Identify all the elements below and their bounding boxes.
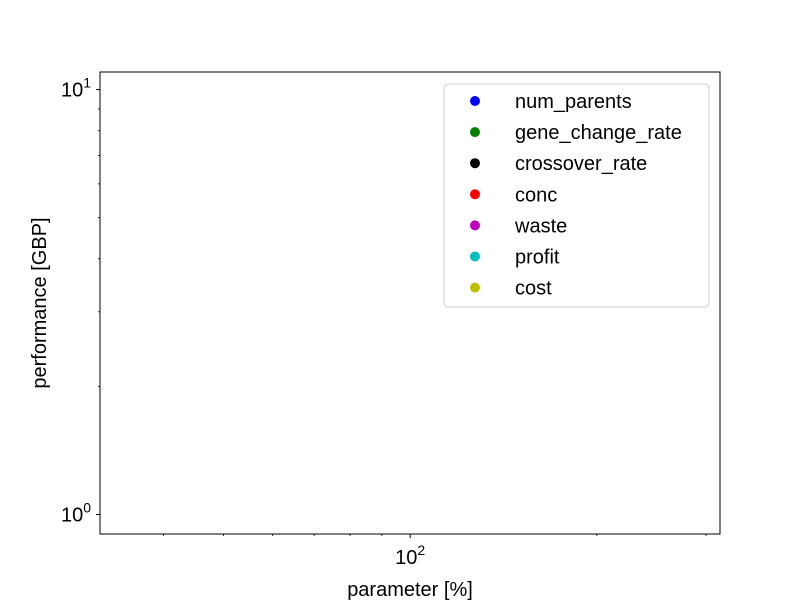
legend-label-waste: waste	[514, 215, 567, 237]
x-tick-label-0-exponent: 2	[417, 542, 425, 558]
legend-marker-cost	[470, 282, 480, 293]
y-tick-label-0-base: 10	[61, 505, 83, 527]
legend-label-conc: conc	[515, 184, 557, 206]
legend-entries: num_parents gene_change_rate crossover_rat…	[470, 91, 682, 300]
y-axis-label: performance [GBP]	[29, 217, 51, 388]
y-tick-label-1: 101	[61, 75, 91, 102]
legend-marker-gene_change_rate	[470, 127, 480, 138]
legend-marker-conc	[470, 189, 480, 200]
legend-marker-profit	[470, 251, 480, 262]
x-axis-ticks: 102	[163, 534, 707, 569]
legend-marker-num_parents	[470, 96, 480, 106]
x-tick-label-0-base: 10	[395, 547, 417, 569]
y-tick-label-1-exponent: 1	[83, 75, 91, 91]
x-tick-label-0: 102	[395, 542, 425, 569]
x-axis-label: parameter [%]	[347, 579, 473, 600]
legend-label-num_parents: num_parents	[515, 91, 632, 113]
legend-marker-crossover_rate	[470, 158, 480, 169]
legend: num_parents gene_change_rate crossover_rat…	[443, 83, 710, 308]
legend-label-cost: cost	[515, 278, 552, 300]
legend-label-profit: profit	[515, 247, 560, 269]
legend-marker-waste	[470, 220, 480, 231]
legend-label-crossover_rate: crossover_rate	[515, 153, 647, 175]
legend-frame	[443, 83, 710, 308]
y-tick-label-0: 100	[61, 500, 91, 527]
legend-label-gene_change_rate: gene_change_rate	[515, 122, 682, 144]
y-tick-label-0-exponent: 0	[83, 500, 91, 516]
y-tick-label-1-base: 10	[61, 80, 83, 102]
